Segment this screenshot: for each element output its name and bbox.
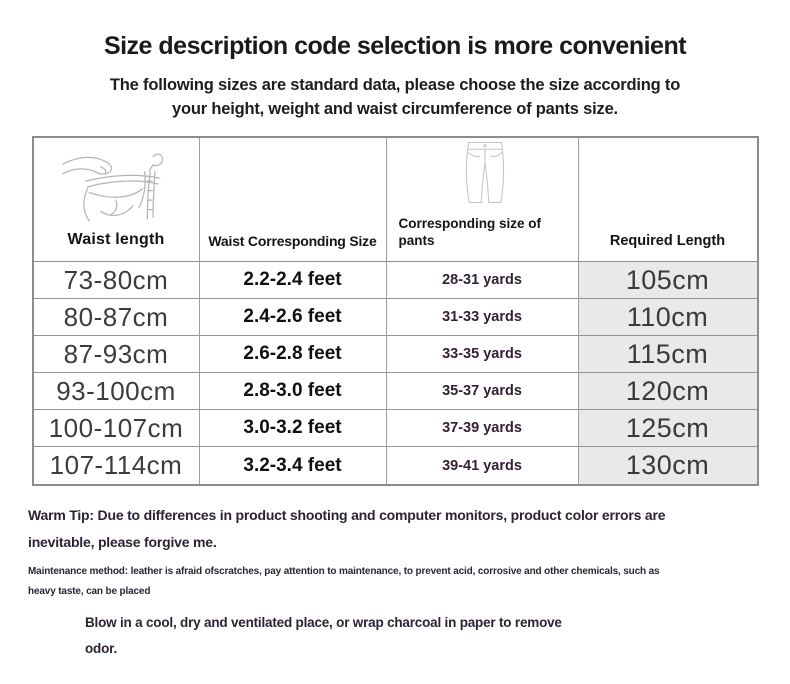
table-row: 107-114cm 3.2-3.4 feet 39-41 yards 130cm <box>34 447 757 484</box>
waist-measure-icon <box>62 153 164 222</box>
length-value: 120cm <box>578 373 757 410</box>
length-value: 115cm <box>578 336 757 373</box>
storage-note: Blow in a cool, dry and ventilated place… <box>85 615 562 656</box>
length-value: 130cm <box>578 447 757 484</box>
yards-value: 39-41 yards <box>387 447 579 484</box>
header-cell-pants-size: Corresponding size of pants <box>386 138 579 262</box>
header-label-pants-size: Corresponding size of pants <box>398 216 542 248</box>
pants-icon <box>465 141 505 204</box>
table-row: 100-107cm 3.0-3.2 feet 37-39 yards 125cm <box>33 410 757 447</box>
warm-tip-note: Warm Tip: Due to differences in product … <box>28 507 666 550</box>
yards-value: 33-35 yards <box>386 336 579 373</box>
table-row: 80-87cm 2.4-2.6 feet 31-33 yards 110cm <box>33 299 757 336</box>
header-label-required-length: Required Length <box>609 233 726 249</box>
table-header-row: Waist length Waist Corresponding Size <box>33 138 757 262</box>
table-row: 87-93cm 2.6-2.8 feet 33-35 yards 115cm <box>33 336 757 373</box>
header-cell-required-length: Required Length <box>578 138 757 262</box>
header-cell-waist-size: Waist Corresponding Size <box>199 138 387 262</box>
length-value: 125cm <box>578 410 757 447</box>
header-cell-waist-length: Waist length <box>33 138 200 262</box>
yards-value: 28-31 yards <box>386 262 579 299</box>
feet-value: 3.2-3.4 feet <box>200 447 387 484</box>
subtitle: The following sizes are standard data, p… <box>109 76 681 118</box>
length-value: 110cm <box>578 299 757 336</box>
feet-value: 2.8-3.0 feet <box>199 373 387 410</box>
yards-value: 37-39 yards <box>386 410 579 447</box>
length-value: 105cm <box>578 262 757 299</box>
yards-value: 35-37 yards <box>386 373 579 410</box>
header-label-waist-length: Waist length <box>67 231 165 248</box>
table-row: 93-100cm 2.8-3.0 feet 35-37 yards 120cm <box>33 373 757 410</box>
feet-value: 2.4-2.6 feet <box>199 299 387 336</box>
yards-value: 31-33 yards <box>386 299 579 336</box>
waist-value: 107-114cm <box>34 447 200 484</box>
feet-value: 2.2-2.4 feet <box>199 262 387 299</box>
maintenance-note: Maintenance method: leather is afraid of… <box>28 566 660 597</box>
size-table: Waist length Waist Corresponding Size <box>31 136 759 486</box>
table-row: 73-80cm 2.2-2.4 feet 28-31 yards 105cm <box>33 262 757 299</box>
page-title: Size description code selection is more … <box>103 32 687 60</box>
waist-value: 73-80cm <box>33 262 200 299</box>
waist-value: 100-107cm <box>33 410 200 447</box>
feet-value: 2.6-2.8 feet <box>199 336 387 373</box>
header-label-waist-size: Waist Corresponding Size <box>208 233 377 249</box>
waist-value: 87-93cm <box>33 336 200 373</box>
waist-value: 93-100cm <box>33 373 200 410</box>
waist-value: 80-87cm <box>33 299 200 336</box>
feet-value: 3.0-3.2 feet <box>199 410 387 447</box>
